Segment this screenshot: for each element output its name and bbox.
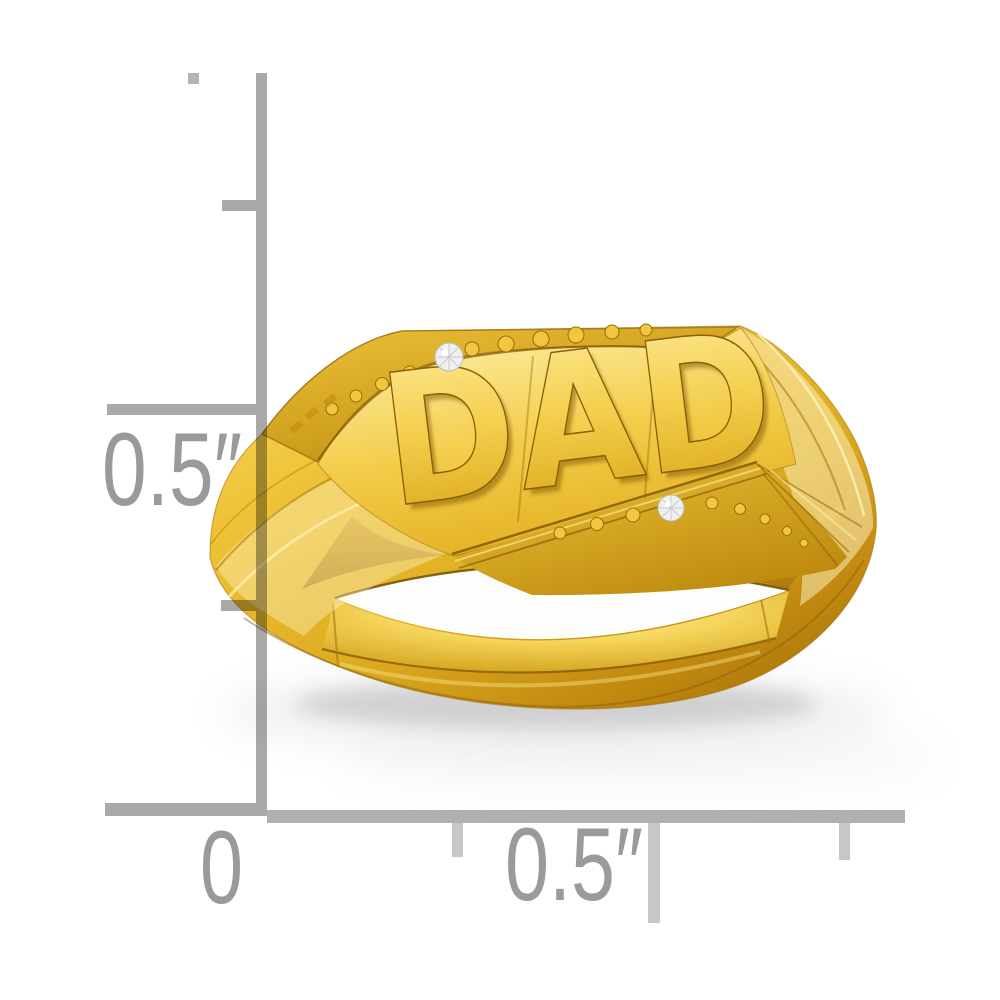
- lower-strip-crease-1: [451, 460, 758, 556]
- diamond-accent-bottom: [657, 494, 685, 522]
- hruler-bar-right: [267, 810, 905, 823]
- hruler-tick-050: [648, 823, 660, 923]
- hruler-bar-left: [105, 803, 267, 816]
- lower-strip-crease-2: [458, 473, 767, 569]
- upper-strip-beads: [325, 323, 653, 416]
- hruler-tick-075: [839, 823, 850, 860]
- ring-text-group: DAD DAD: [370, 291, 790, 554]
- upper-accent-strip: [260, 323, 741, 463]
- ring-text-shadow: DAD: [377, 298, 790, 553]
- vruler-label-half-inch: 0.5″: [102, 412, 242, 528]
- hruler-label-zero: 0: [200, 810, 243, 926]
- diamond-facets: [659, 496, 683, 520]
- inner-wall-seam-left: [332, 603, 339, 668]
- right-shoulder-highlight: [757, 333, 866, 517]
- vruler-top-mark: [188, 73, 199, 84]
- diamond-sparkle: [441, 349, 449, 357]
- vruler-tick-025: [221, 600, 256, 611]
- band-rim-sheen: [339, 650, 761, 688]
- ruler-overlay: 0.5″ 0 0.5″: [102, 73, 905, 926]
- plate-divider-2: [643, 341, 658, 509]
- lower-strip-face: [455, 463, 847, 596]
- lower-strip-fan-lines: [756, 463, 863, 567]
- plate-divider-1: [517, 355, 534, 523]
- lower-strip-beads: [553, 496, 809, 548]
- vruler-tick-075: [222, 200, 256, 211]
- gold-ring: DAD DAD: [209, 291, 877, 710]
- band-inner-crease: [321, 636, 777, 674]
- diamond-facets: [436, 344, 462, 370]
- vruler-tick-050: [107, 404, 256, 415]
- hruler-tick-025: [452, 823, 463, 857]
- diamond-sparkle: [665, 501, 671, 507]
- band-inner-wall: [322, 591, 789, 672]
- diamond-accent-top: [434, 342, 464, 372]
- shadow-haze: [340, 722, 940, 794]
- lower-accent-strip: [451, 460, 863, 596]
- ring-text: DAD: [372, 292, 785, 547]
- vruler-axis-line: [256, 73, 267, 816]
- upper-strip-chevrons: [288, 393, 338, 435]
- lower-strip-sliver: [454, 467, 762, 562]
- hruler-label-half-inch: 0.5″: [505, 807, 643, 923]
- inner-wall-seam-right: [760, 598, 771, 645]
